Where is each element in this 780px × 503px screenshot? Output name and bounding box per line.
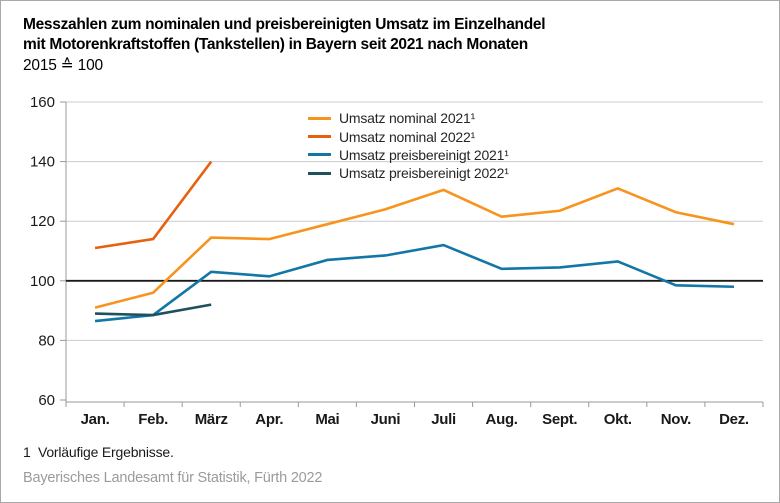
y-axis-label-60: 60 — [38, 392, 55, 409]
legend-label: Umsatz nominal 2022¹ — [339, 128, 476, 145]
series-line-1 — [94, 160, 213, 250]
x-axis-label-10: Nov. — [661, 411, 691, 428]
y-axis-label-80: 80 — [38, 332, 55, 349]
chart-subtitle: 2015 ≙ 100 — [23, 57, 103, 74]
chart-legend: Umsatz nominal 2021¹ Umsatz nominal 2022¹… — [308, 109, 509, 183]
legend-item-3: Umsatz preisbereinigt 2022¹ — [308, 164, 509, 182]
source-line: Bayerisches Landesamt für Statistik, Für… — [23, 470, 323, 486]
series-line-0 — [94, 187, 735, 309]
legend-item-2: Umsatz preisbereinigt 2021¹ — [308, 146, 509, 164]
legend-swatch-icon — [308, 153, 331, 157]
y-axis-label-100: 100 — [30, 273, 55, 290]
legend-item-1: Umsatz nominal 2022¹ — [308, 127, 509, 145]
y-axis-label-120: 120 — [30, 213, 55, 230]
series-line-3 — [95, 303, 212, 317]
legend-swatch-icon — [308, 116, 331, 120]
x-axis-label-6: Juli — [431, 411, 456, 428]
series-line-2 — [94, 243, 734, 323]
page-title-line1: Messzahlen zum nominalen und preisberein… — [23, 16, 546, 33]
legend-item-0: Umsatz nominal 2021¹ — [308, 109, 509, 127]
x-axis-label-8: Sept. — [542, 411, 577, 428]
x-axis-label-9: Okt. — [604, 411, 632, 428]
x-axis-label-0: Jan. — [81, 411, 110, 428]
page-title-line2: mit Motorenkraftstoffen (Tankstellen) in… — [23, 36, 528, 53]
chart-header: Messzahlen zum nominalen und preisberein… — [23, 15, 546, 76]
footnote: 1 Vorläufige Ergebnisse. — [23, 444, 174, 460]
x-axis-label-5: Juni — [371, 411, 401, 428]
y-axis-label-160: 160 — [30, 94, 55, 111]
x-axis-label-1: Feb. — [138, 411, 168, 428]
x-axis-label-3: Apr. — [255, 411, 283, 428]
x-axis-label-2: März — [195, 411, 228, 428]
x-axis-label-7: Aug. — [486, 411, 518, 428]
legend-swatch-icon — [308, 135, 331, 139]
legend-label: Umsatz nominal 2021¹ — [339, 110, 476, 127]
y-axis-label-140: 140 — [30, 154, 55, 171]
legend-label: Umsatz preisbereinigt 2022¹ — [339, 165, 509, 182]
legend-label: Umsatz preisbereinigt 2021¹ — [339, 146, 509, 163]
x-axis-label-11: Dez. — [719, 411, 749, 428]
x-axis-label-4: Mai — [315, 411, 339, 428]
legend-swatch-icon — [308, 171, 331, 175]
